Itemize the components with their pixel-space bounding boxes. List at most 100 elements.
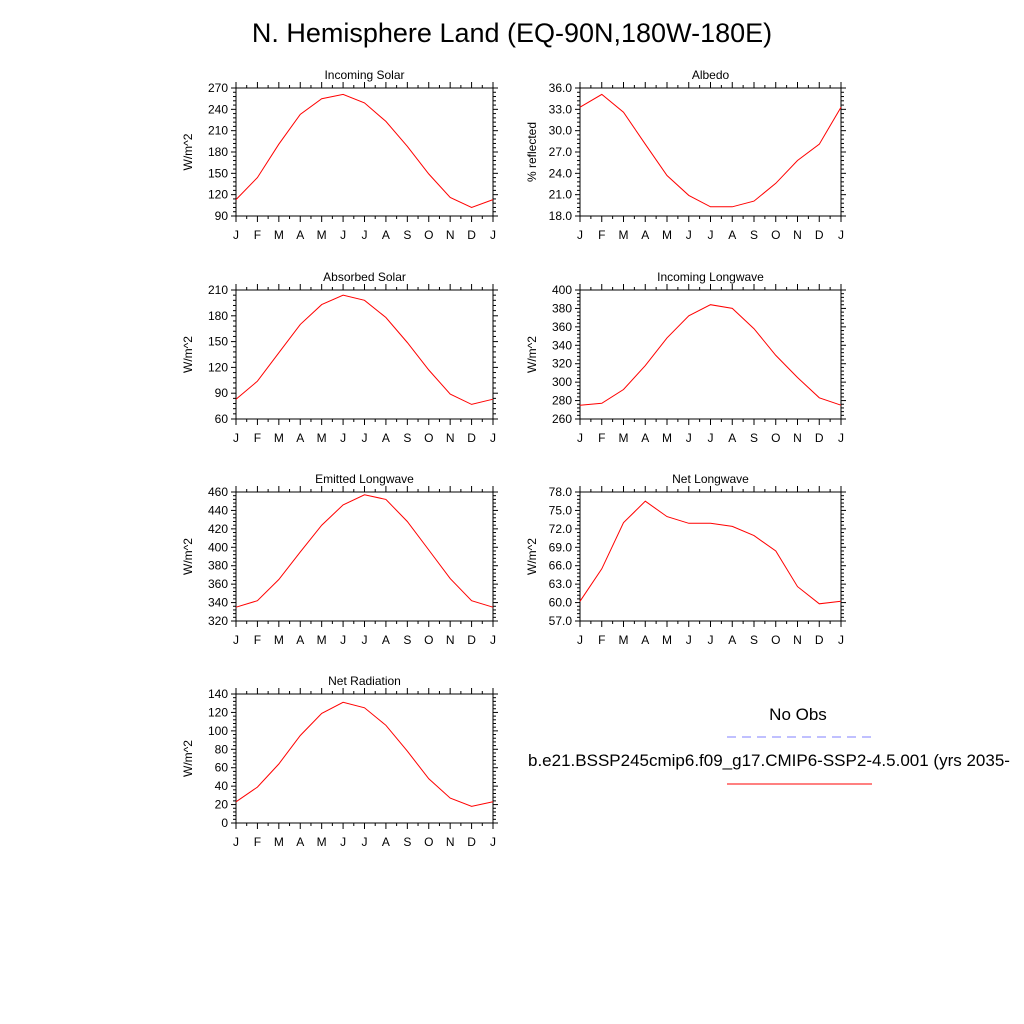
y-tick-label: 66.0	[549, 559, 573, 573]
y-tick-label: 20	[215, 798, 229, 812]
y-tick-label: 150	[208, 166, 228, 180]
y-tick-label: 180	[208, 145, 228, 159]
x-tick-label: M	[274, 835, 284, 849]
x-tick-label: J	[708, 633, 714, 647]
x-tick-label: D	[815, 228, 824, 242]
x-tick-label: J	[490, 633, 496, 647]
x-tick-label: F	[598, 228, 605, 242]
x-tick-label: N	[793, 431, 802, 445]
y-tick-label: 27.0	[549, 145, 573, 159]
y-tick-label: 36.0	[549, 81, 573, 95]
x-tick-label: A	[728, 228, 736, 242]
series-line	[235, 93, 494, 209]
series-line	[579, 304, 842, 406]
y-tick-label: 400	[208, 540, 228, 554]
x-tick-label: D	[467, 633, 476, 647]
y-tick-label: 360	[552, 320, 572, 334]
y-tick-label: 280	[552, 394, 572, 408]
chart-title: Incoming Longwave	[657, 270, 764, 284]
x-tick-label: J	[362, 835, 368, 849]
y-tick-label: 270	[208, 81, 228, 95]
x-tick-label: D	[467, 835, 476, 849]
x-tick-label: N	[446, 633, 455, 647]
y-tick-label: 90	[215, 209, 229, 223]
legend-obs-label: No Obs	[769, 705, 827, 724]
x-tick-label: N	[446, 835, 455, 849]
y-axis-label: W/m^2	[181, 538, 195, 575]
chart-title: Net Radiation	[328, 674, 401, 688]
x-tick-label: F	[254, 431, 261, 445]
x-tick-label: S	[403, 633, 411, 647]
y-tick-label: 80	[215, 742, 229, 756]
chart-title: Incoming Solar	[324, 68, 404, 82]
x-tick-label: J	[233, 228, 239, 242]
chart-title: Emitted Longwave	[315, 472, 414, 486]
y-tick-label: 460	[208, 485, 228, 499]
x-tick-label: A	[728, 431, 736, 445]
x-tick-label: J	[362, 431, 368, 445]
y-tick-label: 63.0	[549, 577, 573, 591]
x-tick-label: J	[340, 633, 346, 647]
x-tick-label: J	[233, 431, 239, 445]
y-tick-label: 320	[208, 614, 228, 628]
y-tick-label: 380	[208, 559, 228, 573]
y-axis-label: W/m^2	[181, 336, 195, 373]
legend-model-label: b.e21.BSSP245cmip6.f09_g17.CMIP6-SSP2-4.…	[528, 751, 1010, 770]
x-tick-label: M	[317, 633, 327, 647]
x-tick-label: J	[708, 228, 714, 242]
x-tick-label: J	[686, 431, 692, 445]
x-tick-label: J	[233, 835, 239, 849]
x-tick-label: J	[838, 228, 844, 242]
x-tick-label: A	[296, 228, 304, 242]
x-tick-label: S	[750, 431, 758, 445]
x-tick-label: N	[446, 431, 455, 445]
x-tick-label: N	[793, 633, 802, 647]
x-tick-label: F	[254, 835, 261, 849]
y-tick-label: 75.0	[549, 503, 573, 517]
x-tick-label: M	[317, 835, 327, 849]
x-tick-label: J	[362, 228, 368, 242]
x-tick-label: O	[771, 228, 780, 242]
y-tick-label: 400	[552, 283, 572, 297]
y-tick-label: 0	[221, 816, 228, 830]
x-tick-label: M	[317, 431, 327, 445]
y-tick-label: 18.0	[549, 209, 573, 223]
x-tick-label: D	[467, 431, 476, 445]
x-tick-label: A	[641, 228, 649, 242]
series-line	[579, 500, 842, 605]
y-tick-label: 300	[552, 375, 572, 389]
y-tick-label: 30.0	[549, 124, 573, 138]
x-tick-label: F	[598, 633, 605, 647]
y-axis-label: W/m^2	[181, 133, 195, 170]
y-tick-label: 150	[208, 335, 228, 349]
x-tick-label: A	[728, 633, 736, 647]
x-tick-label: O	[424, 431, 433, 445]
x-tick-label: J	[233, 633, 239, 647]
y-tick-label: 100	[208, 724, 228, 738]
chart-title: Absorbed Solar	[323, 270, 406, 284]
x-tick-label: M	[662, 633, 672, 647]
x-tick-label: D	[815, 633, 824, 647]
y-axis-label: % reflected	[525, 122, 539, 182]
y-tick-label: 40	[215, 779, 229, 793]
x-tick-label: O	[771, 633, 780, 647]
x-tick-label: O	[424, 228, 433, 242]
series-line	[235, 494, 494, 608]
x-tick-label: J	[490, 228, 496, 242]
y-tick-label: 420	[208, 522, 228, 536]
x-tick-label: M	[662, 431, 672, 445]
y-tick-label: 340	[552, 338, 572, 352]
y-tick-label: 320	[552, 357, 572, 371]
y-tick-label: 21.0	[549, 188, 573, 202]
x-tick-label: M	[619, 228, 629, 242]
x-tick-label: A	[382, 835, 390, 849]
x-tick-label: J	[577, 228, 583, 242]
x-tick-label: M	[274, 431, 284, 445]
x-tick-label: J	[686, 228, 692, 242]
y-tick-label: 340	[208, 596, 228, 610]
x-tick-label: A	[641, 633, 649, 647]
x-tick-label: M	[274, 633, 284, 647]
x-tick-label: F	[254, 633, 261, 647]
